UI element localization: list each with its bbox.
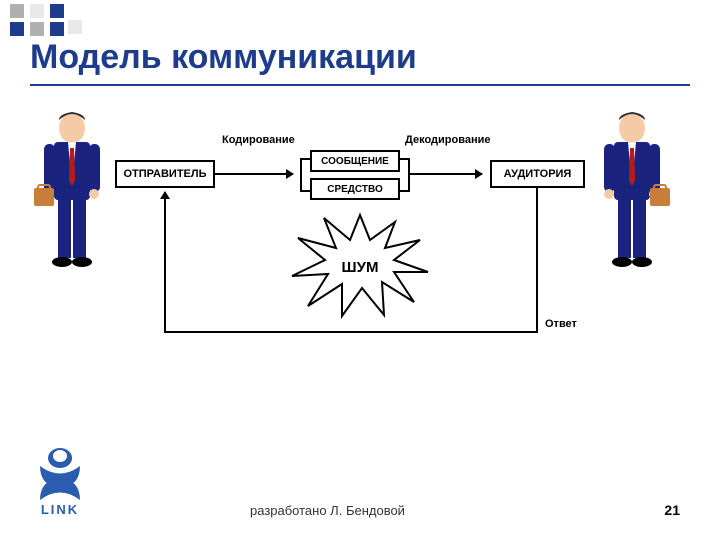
bracket-line [300,190,310,192]
deco-square [50,4,64,18]
title-underline [30,84,690,86]
bracket-line [300,158,310,160]
audience-box: АУДИТОРИЯ [490,160,585,188]
bracket-line [408,158,410,192]
footer-credit: разработано Л. Бендовой [250,503,405,518]
deco-square [68,20,82,34]
arrow-sender-to-message [215,173,293,175]
sender-box: ОТПРАВИТЕЛЬ [115,160,215,188]
deco-square [10,4,24,18]
bracket-line [400,190,410,192]
bracket-line [300,158,302,192]
decoding-label: Декодирование [405,134,490,146]
noise-starburst: ШУМ [290,210,430,325]
audience-person-icon [592,110,672,290]
bracket-line [400,158,410,160]
deco-square [50,22,64,36]
noise-label: ШУМ [342,259,379,276]
arrow-message-to-audience [410,173,482,175]
feedback-line [164,331,538,333]
slide-title: Модель коммуникации [30,38,417,77]
sender-person-icon [32,110,112,290]
link-logo: LINK [30,446,90,518]
answer-label: Ответ [545,318,577,330]
deco-square [10,22,24,36]
deco-square [30,22,44,36]
communication-diagram: Кодирование Декодирование ОТПРАВИТЕЛЬ СО… [0,100,720,380]
feedback-arrow-up [164,192,166,333]
topbar-decoration [0,0,720,28]
feedback-line [536,188,538,333]
page-number: 21 [664,502,680,518]
svg-text:LINK: LINK [41,502,79,517]
encoding-label: Кодирование [222,134,295,146]
deco-square [30,4,44,18]
message-box: СООБЩЕНИЕ [310,150,400,172]
medium-box: СРЕДСТВО [310,178,400,200]
